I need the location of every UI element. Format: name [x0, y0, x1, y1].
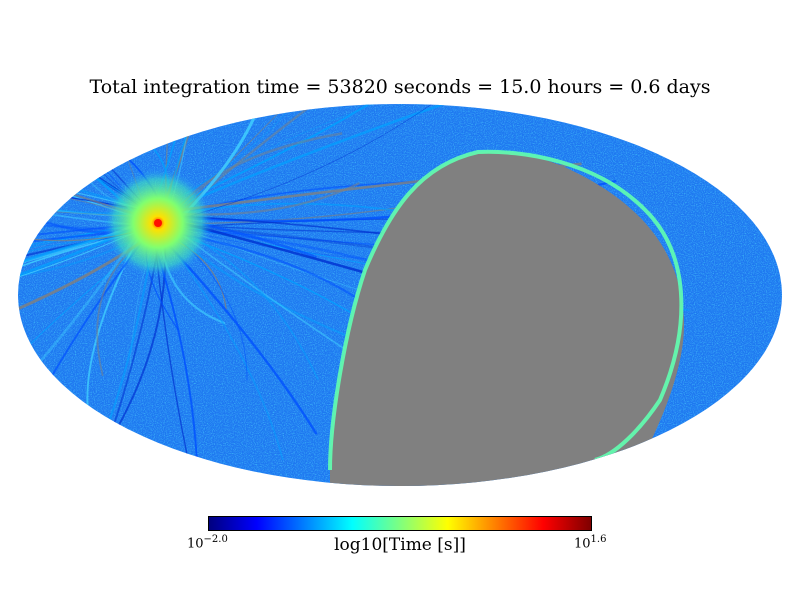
chart-title: Total integration time = 53820 seconds =… [89, 76, 711, 98]
colorbar-label: log10[Time [s]] [334, 535, 466, 555]
scan-streak [18, 210, 149, 234]
colorbar [208, 516, 592, 531]
hotspot-core [154, 219, 162, 227]
scan-streak [18, 104, 154, 220]
scan-streak [162, 104, 488, 224]
region-edge-glow [328, 149, 684, 471]
scan-streak [18, 220, 167, 278]
scan-streak [18, 220, 156, 378]
scan-streak [18, 158, 156, 218]
unobserved-region [330, 151, 684, 486]
colorbar-min-label: 10−2.0 [187, 534, 228, 552]
scan-streak [18, 170, 167, 216]
colorbar-max-label: 101.6 [574, 534, 607, 552]
